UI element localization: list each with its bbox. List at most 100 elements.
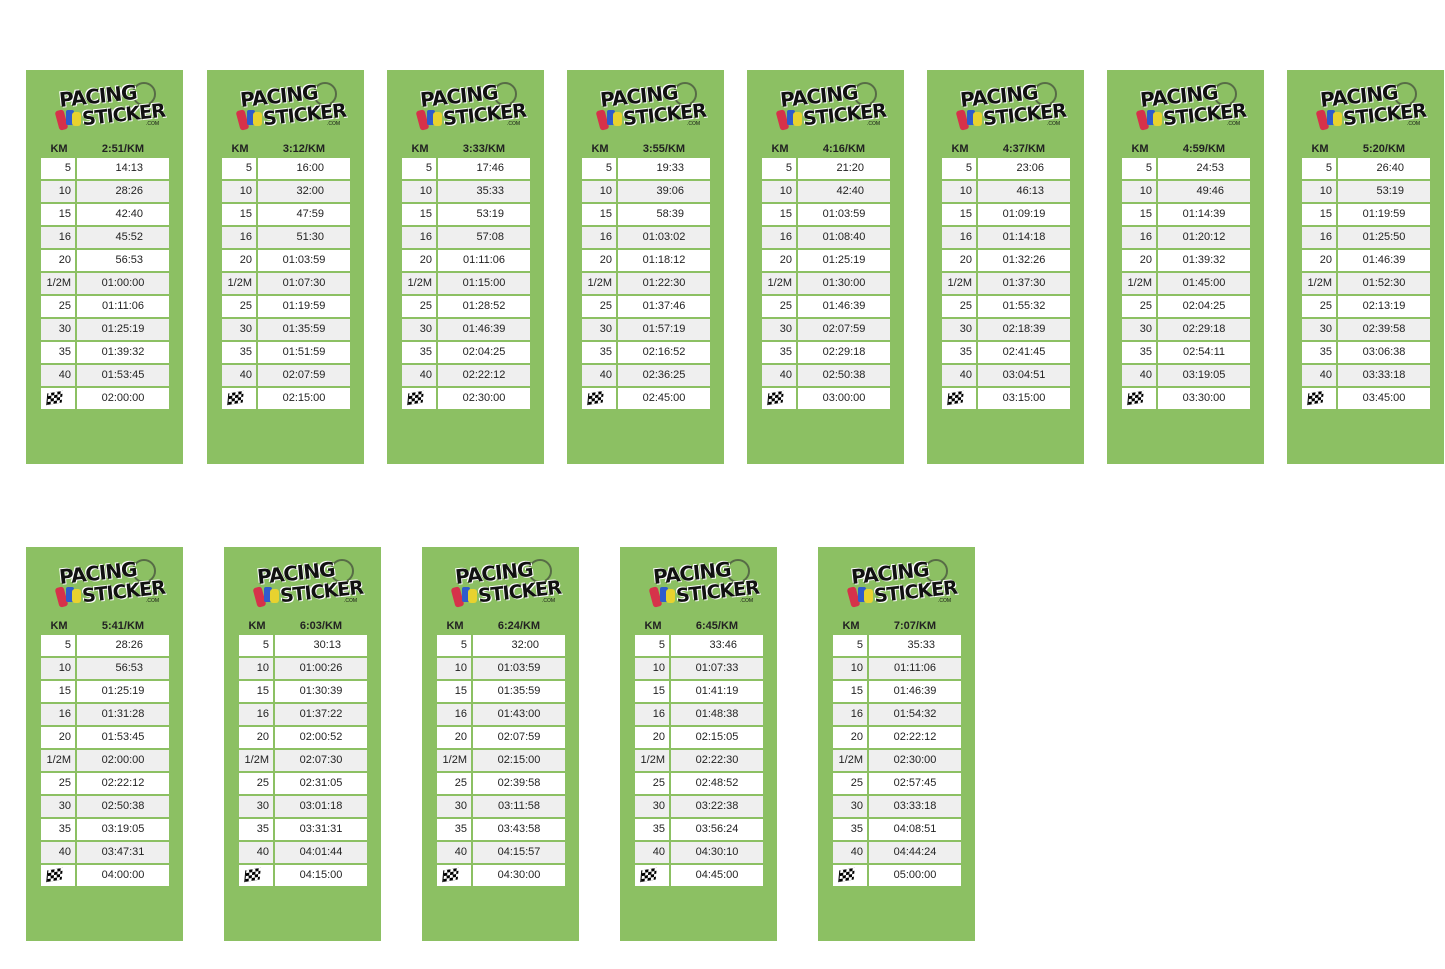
table-row: 30 02:29:18 — [1122, 319, 1250, 340]
pace-header: 3:12/KM — [282, 143, 326, 155]
km-cell: 25 — [942, 296, 976, 317]
table-row: 40 03:33:18 — [1302, 365, 1430, 386]
km-cell: 16 — [402, 227, 436, 248]
table-row: 15 01:03:59 — [762, 204, 890, 225]
table-row: 30 02:39:58 — [1302, 319, 1430, 340]
split-time: 01:37:46 — [618, 296, 710, 317]
table-row: 20 01:46:39 — [1302, 250, 1430, 271]
split-time: 32:00 — [473, 635, 565, 656]
table-row: 15 47:59 — [222, 204, 350, 225]
km-cell: 25 — [41, 296, 75, 317]
table-row: 1/2M 01:00:00 — [41, 273, 169, 294]
split-time: 53:19 — [438, 204, 530, 225]
table-header: KM 6:24/KM — [437, 620, 565, 634]
km-cell: 40 — [1122, 365, 1156, 386]
table-row: 20 56:53 — [41, 250, 169, 271]
bottle-icon — [72, 112, 81, 126]
table-row: 30 02:50:38 — [41, 796, 169, 817]
split-time: 24:53 — [1158, 158, 1250, 179]
pace-header: 4:37/KM — [1002, 143, 1046, 155]
checkered-flag-icon — [46, 390, 63, 406]
logo-suffix: .COM — [1047, 121, 1061, 127]
split-time: 01:53:45 — [77, 365, 169, 386]
table-row: 16 45:52 — [41, 227, 169, 248]
km-cell: 20 — [1302, 250, 1336, 271]
km-cell: 20 — [762, 250, 796, 271]
table-row: 04:30:00 — [437, 865, 565, 886]
table-header: KM 4:37/KM — [942, 143, 1070, 157]
km-cell: 15 — [222, 204, 256, 225]
table-row: 10 01:11:06 — [833, 658, 961, 679]
table-row: 5 32:00 — [437, 635, 565, 656]
split-time: 01:08:40 — [798, 227, 890, 248]
split-time: 23:06 — [978, 158, 1070, 179]
table-row: 30 02:07:59 — [762, 319, 890, 340]
logo-suffix: .COM — [507, 121, 521, 127]
split-time: 01:35:59 — [473, 681, 565, 702]
table-row: 35 02:41:45 — [942, 342, 1070, 363]
split-time: 49:46 — [1158, 181, 1250, 202]
table-header: KM 7:07/KM — [833, 620, 961, 634]
split-time: 01:25:19 — [77, 319, 169, 340]
km-cell: 10 — [437, 658, 471, 679]
split-time: 02:04:25 — [438, 342, 530, 363]
checkered-flag-icon — [767, 390, 784, 406]
pacing-sticker-card: PACING STICKER .COM KM 2:51/KM 5 14:13 10 2… — [26, 70, 183, 464]
table-row: 5 33:46 — [635, 635, 763, 656]
km-header: KM — [446, 620, 464, 632]
km-cell: 25 — [222, 296, 256, 317]
km-cell: 35 — [762, 342, 796, 363]
km-header: KM — [411, 143, 429, 155]
km-cell: 1/2M — [41, 273, 75, 294]
checkered-flag-icon — [46, 867, 63, 883]
pacing-sticker-card: PACING STICKER .COM KM 6:03/KM 5 30:13 10 0… — [224, 547, 381, 941]
split-time: 01:32:26 — [978, 250, 1070, 271]
table-row: 03:00:00 — [762, 388, 890, 409]
pace-header: 3:33/KM — [462, 143, 506, 155]
table-row: 30 01:57:19 — [582, 319, 710, 340]
bicycle-icon — [132, 82, 156, 106]
km-cell: 35 — [437, 819, 471, 840]
bottle-icon — [66, 110, 74, 125]
km-cell: 1/2M — [942, 273, 976, 294]
pacing-sticker-logo: PACING STICKER .COM — [1135, 80, 1247, 132]
km-cell: 10 — [1302, 181, 1336, 202]
split-table: 5 32:00 10 01:03:59 15 01:35:59 16 01:43:00 20 02… — [437, 635, 565, 888]
km-cell: 1/2M — [582, 273, 616, 294]
km-header: KM — [842, 620, 860, 632]
pacing-sticker-logo: PACING STICKER .COM — [252, 557, 364, 609]
split-time: 01:46:39 — [798, 296, 890, 317]
split-time: 04:00:00 — [77, 865, 169, 886]
table-row: 20 02:15:05 — [635, 727, 763, 748]
split-time: 01:07:30 — [258, 273, 350, 294]
split-time: 01:03:59 — [258, 250, 350, 271]
table-row: 04:45:00 — [635, 865, 763, 886]
pacing-sticker-logo: PACING STICKER .COM — [595, 80, 707, 132]
table-row: 25 02:48:52 — [635, 773, 763, 794]
split-time: 01:37:30 — [978, 273, 1070, 294]
split-time: 51:30 — [258, 227, 350, 248]
table-row: 03:30:00 — [1122, 388, 1250, 409]
split-time: 02:15:00 — [473, 750, 565, 771]
table-row: 25 01:37:46 — [582, 296, 710, 317]
table-row: 1/2M 02:07:30 — [239, 750, 367, 771]
table-row: 5 24:53 — [1122, 158, 1250, 179]
km-header: KM — [1131, 143, 1149, 155]
table-row: 16 01:20:12 — [1122, 227, 1250, 248]
split-time: 01:00:26 — [275, 658, 367, 679]
table-row: 5 17:46 — [402, 158, 530, 179]
table-row: 35 03:06:38 — [1302, 342, 1430, 363]
km-cell: 40 — [833, 842, 867, 863]
split-table: 5 33:46 10 01:07:33 15 01:41:19 16 01:48:38 20 02… — [635, 635, 763, 888]
split-time: 03:30:00 — [1158, 388, 1250, 409]
km-cell: 15 — [833, 681, 867, 702]
table-row: 35 01:51:59 — [222, 342, 350, 363]
split-time: 02:39:58 — [1338, 319, 1430, 340]
km-header: KM — [644, 620, 662, 632]
table-row: 16 01:37:22 — [239, 704, 367, 725]
split-time: 01:25:19 — [77, 681, 169, 702]
km-cell: 40 — [635, 842, 669, 863]
table-row: 30 01:35:59 — [222, 319, 350, 340]
km-cell: 35 — [833, 819, 867, 840]
bicycle-icon — [528, 559, 552, 583]
